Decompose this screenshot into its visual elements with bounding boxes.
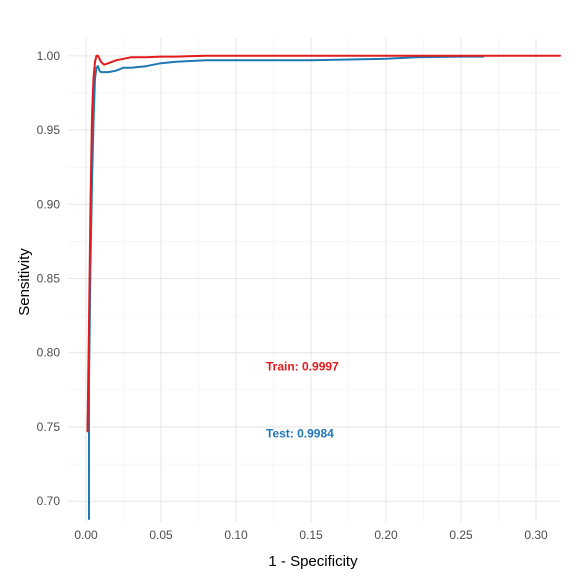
- x-tick-label: 0.00: [74, 528, 98, 542]
- auc-annotation: Train: 0.9997: [266, 360, 339, 374]
- y-tick-label: 1.00: [37, 49, 61, 63]
- x-axis-ticks: 0.00 0.05 0.10 0.15 0.20 0.25 0.30: [74, 528, 548, 542]
- series-line-train: [86, 54, 561, 433]
- series-line-test: [88, 55, 485, 520]
- x-tick-label: 0.20: [374, 528, 398, 542]
- y-tick-label: 0.80: [37, 346, 61, 360]
- series-layer: [86, 54, 561, 520]
- y-axis-title: Sensitivity: [16, 248, 33, 316]
- y-tick-label: 0.95: [37, 123, 61, 137]
- y-tick-label: 0.85: [37, 272, 61, 286]
- annotations: Train: 0.9997 Test: 0.9984: [266, 360, 339, 441]
- x-tick-label: 0.30: [524, 528, 548, 542]
- y-axis-ticks: 0.70 0.75 0.80 0.85 0.90 0.95 1.00: [37, 49, 61, 508]
- auc-annotation: Test: 0.9984: [266, 426, 334, 440]
- minor-gridlines: [68, 38, 560, 522]
- x-tick-label: 0.05: [149, 528, 173, 542]
- x-tick-label: 0.15: [299, 528, 323, 542]
- x-axis-title: 1 - Specificity: [268, 553, 358, 570]
- y-tick-label: 0.70: [37, 494, 61, 508]
- y-tick-label: 0.75: [37, 420, 61, 434]
- x-tick-label: 0.25: [449, 528, 473, 542]
- x-tick-label: 0.10: [224, 528, 248, 542]
- y-tick-label: 0.90: [37, 197, 61, 211]
